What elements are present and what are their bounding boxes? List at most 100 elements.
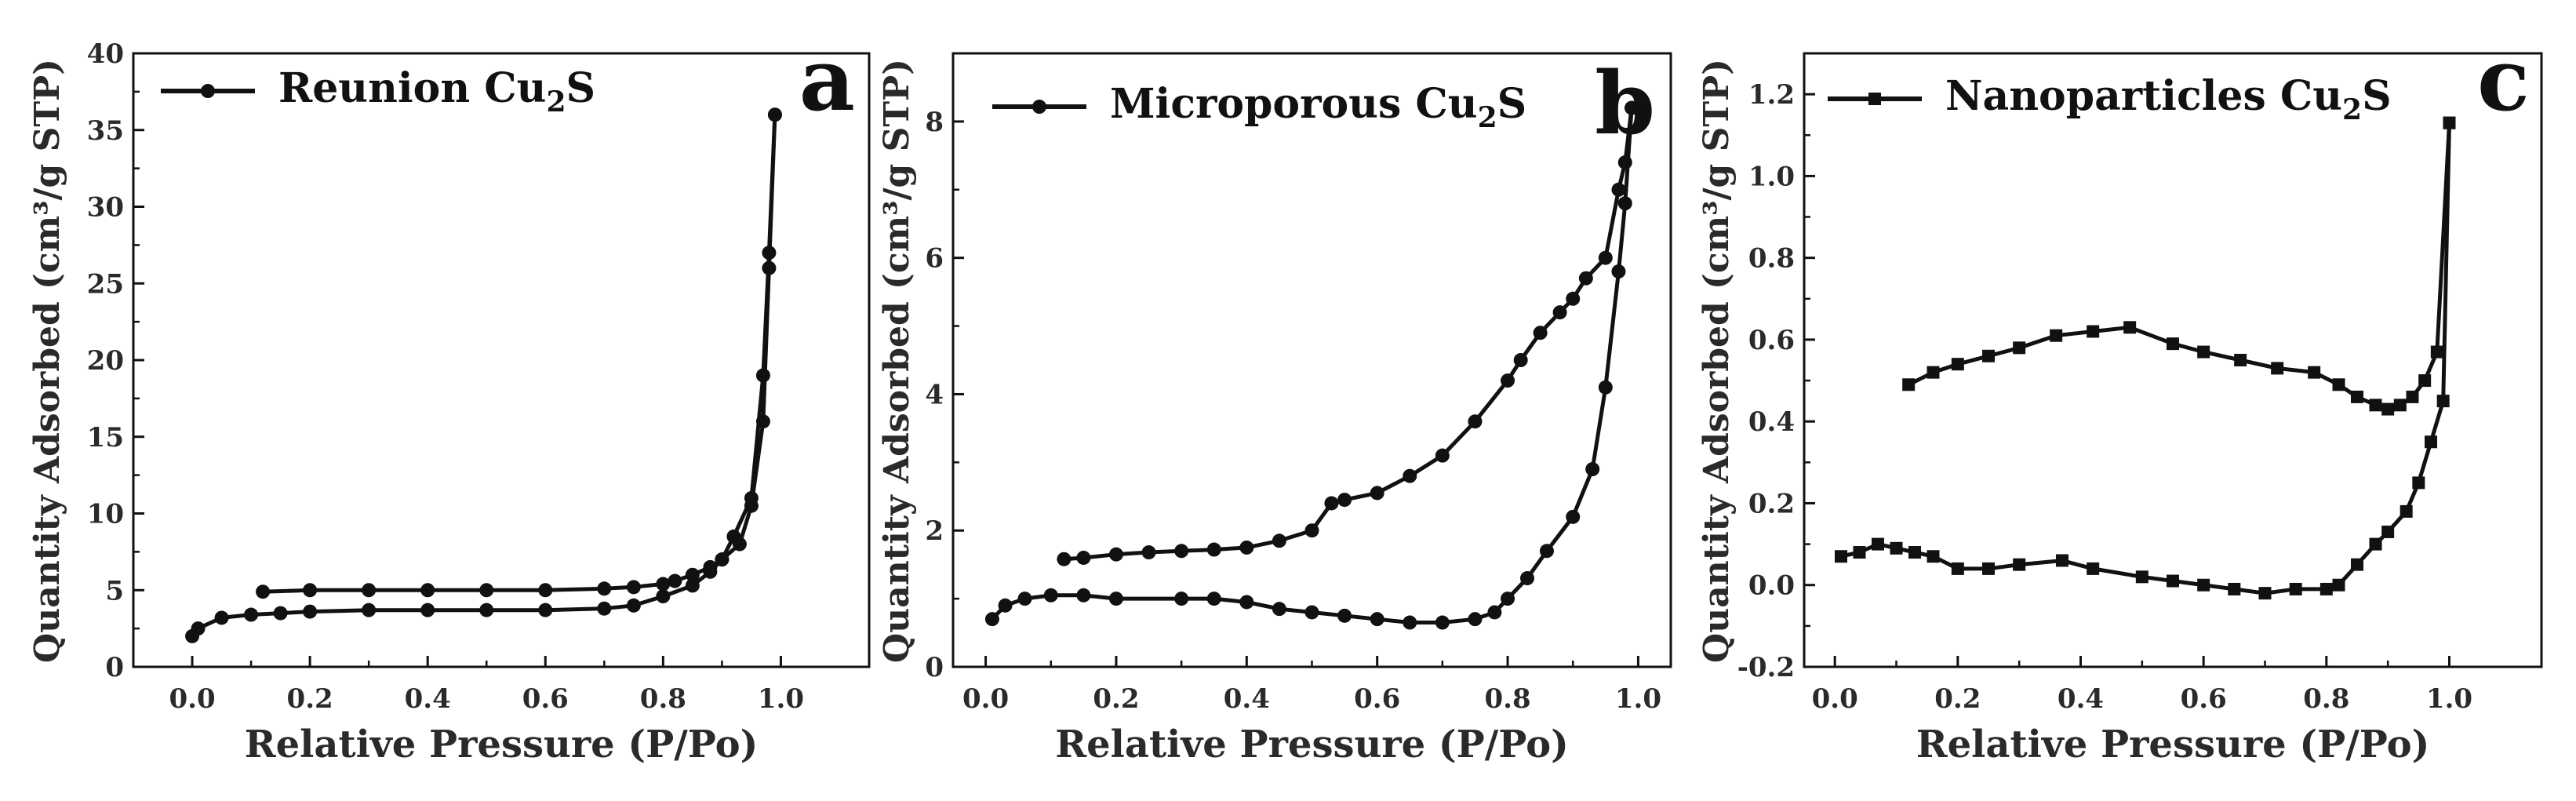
data-point: [303, 604, 318, 619]
data-point: [2443, 116, 2456, 129]
data-point: [1337, 493, 1352, 508]
y-tick-label: 40: [87, 38, 124, 70]
plot-frame: [1803, 52, 2543, 668]
data-point: [1611, 264, 1626, 279]
data-point: [1017, 592, 1032, 606]
x-tick-label: 0.6: [522, 683, 569, 715]
panel-letter: a: [799, 29, 855, 130]
data-point: [1566, 291, 1581, 306]
legend-marker: [1868, 93, 1881, 105]
data-point: [1272, 602, 1286, 617]
data-point: [2167, 337, 2179, 351]
x-tick-label: 0.2: [287, 683, 333, 715]
legend-marker: [201, 84, 215, 98]
data-point: [1043, 588, 1058, 603]
data-point: [2436, 395, 2450, 408]
y-axis-title: Quantity Adsorbed (cm³/g STP): [27, 59, 67, 663]
series-line: [1908, 122, 2451, 412]
data-point: [1304, 523, 1319, 538]
data-point: [1902, 378, 1916, 391]
data-point: [2381, 525, 2395, 538]
data-point: [1835, 550, 1847, 563]
data-point: [597, 601, 612, 616]
x-tick-label: 0.0: [1812, 683, 1858, 715]
data-point: [1611, 182, 1626, 197]
data-point: [1141, 545, 1156, 560]
data-point: [1108, 547, 1123, 562]
data-point: [767, 107, 782, 122]
data-point: [597, 581, 612, 596]
data-point: [1435, 615, 1450, 630]
data-point: [2369, 537, 2382, 551]
data-point: [1598, 250, 1613, 265]
data-point: [191, 621, 206, 636]
data-point: [1108, 592, 1123, 606]
x-tick-label: 0.6: [2181, 683, 2227, 715]
y-tick-label: 0.4: [1748, 406, 1795, 438]
panel-letter: c: [2477, 29, 2530, 130]
data-point: [1890, 541, 1903, 555]
data-point: [732, 537, 747, 552]
series-line: [191, 115, 777, 638]
data-point: [2289, 582, 2302, 595]
data-point: [2135, 570, 2148, 584]
data-point: [2308, 366, 2321, 379]
x-tick-label: 0.8: [1484, 683, 1530, 715]
data-point: [2381, 402, 2395, 416]
data-point: [984, 612, 999, 627]
y-tick-label: 0.6: [1748, 325, 1795, 356]
data-point: [715, 552, 730, 567]
y-tick-label: 20: [87, 345, 124, 377]
y-tick-label: -0.2: [1737, 652, 1795, 683]
x-axis-title: Relative Pressure (P/Po): [1055, 723, 1569, 766]
data-point: [1337, 608, 1352, 623]
data-point: [2087, 562, 2100, 575]
data-point: [2425, 435, 2437, 449]
data-point: [1585, 462, 1600, 477]
data-point: [1617, 196, 1632, 211]
series-desorption: [1902, 116, 2456, 416]
data-point: [273, 606, 288, 621]
data-point: [668, 573, 682, 588]
data-point: [362, 583, 377, 598]
y-tick-label: 5: [105, 575, 124, 606]
y-tick-label: 30: [87, 192, 124, 224]
legend: Reunion Cu2S: [161, 64, 595, 118]
y-tick-label: 15: [87, 422, 124, 453]
plot-frame: [951, 52, 1672, 668]
data-point: [2228, 582, 2241, 595]
data-point: [1501, 592, 1515, 606]
series-line: [1840, 122, 2451, 595]
data-point: [1951, 562, 1964, 575]
data-point: [2013, 341, 2026, 355]
data-point: [1908, 546, 1921, 559]
y-tick-label: 0: [925, 652, 944, 683]
data-point: [1927, 366, 1940, 379]
data-point: [1927, 550, 1940, 563]
data-point: [2167, 574, 2179, 588]
data-point: [1403, 468, 1417, 483]
data-point: [1468, 612, 1483, 627]
data-point: [1566, 509, 1581, 524]
data-point: [1174, 592, 1189, 606]
y-tick-label: 0.8: [1748, 243, 1795, 275]
data-point: [1435, 448, 1450, 463]
legend-marker: [1032, 100, 1046, 114]
data-point: [1513, 353, 1528, 367]
y-tick-label: 25: [87, 268, 124, 300]
x-tick-label: 0.4: [1224, 683, 1270, 715]
chart-panel-b: 0.0 0.2 0.4 0.6 0.8 1.0 0 2 4 6 8 Relative Pressure…: [877, 52, 1672, 766]
y-tick-label: 2: [925, 515, 944, 547]
y-tick-label: 1.0: [1748, 161, 1795, 192]
data-point: [362, 603, 377, 617]
x-axis-title: Relative Pressure (P/Po): [1916, 723, 2430, 766]
data-point: [538, 603, 553, 617]
y-tick-label: 10: [87, 499, 124, 530]
data-point: [2013, 558, 2026, 571]
data-point: [1552, 305, 1567, 320]
data-point: [2332, 578, 2345, 592]
data-point: [1872, 537, 1884, 551]
series-adsorption: [1835, 116, 2456, 600]
legend: Nanoparticles Cu2S: [1828, 72, 2392, 126]
